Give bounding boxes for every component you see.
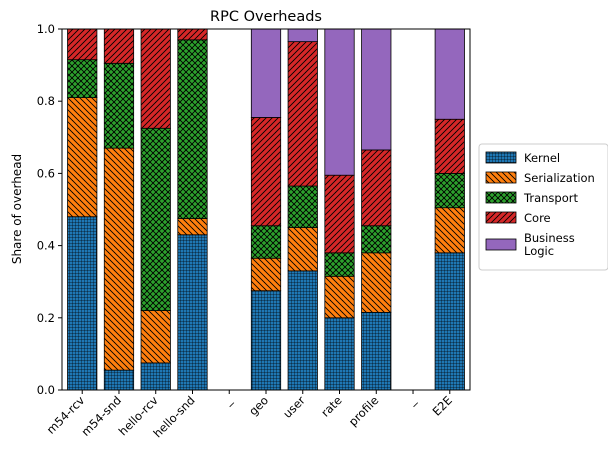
bar-segment bbox=[287, 185, 318, 228]
bar-segment bbox=[324, 28, 355, 176]
bar-segment bbox=[103, 147, 135, 371]
legend-swatch bbox=[485, 211, 517, 224]
legend-label: Serialization bbox=[524, 171, 595, 185]
bar-segment bbox=[324, 174, 355, 254]
x-tick-label: geo bbox=[246, 393, 271, 418]
x-tick-label: profile bbox=[346, 393, 382, 429]
bar-segment bbox=[361, 28, 392, 151]
bar-segment bbox=[177, 234, 208, 391]
x-tick-label: m54-snd bbox=[78, 393, 124, 439]
bar-segment bbox=[434, 207, 465, 254]
bar-segment bbox=[140, 127, 171, 311]
bar-segment bbox=[103, 28, 135, 64]
y-tick-label: 0.8 bbox=[37, 94, 55, 108]
bar-segment bbox=[103, 369, 135, 391]
legend-label: Business bbox=[524, 231, 575, 245]
y-tick-label: 0.0 bbox=[37, 383, 55, 397]
y-axis-label: Share of overhead bbox=[10, 154, 24, 264]
y-tick-label: 0.6 bbox=[37, 166, 55, 180]
bar-segment bbox=[361, 252, 392, 313]
legend-label: Transport bbox=[523, 191, 578, 205]
bar-segment bbox=[103, 62, 135, 149]
bar-segment bbox=[287, 227, 318, 272]
bar-segment bbox=[361, 225, 392, 254]
bars-layer bbox=[67, 28, 465, 391]
bar-segment bbox=[140, 28, 171, 129]
y-tick-label: 0.2 bbox=[37, 311, 55, 325]
legend-swatch bbox=[485, 151, 517, 164]
y-tick-label: 0.4 bbox=[37, 239, 55, 253]
bar-segment bbox=[287, 270, 318, 391]
x-tick-label: _ bbox=[403, 393, 418, 408]
bar-segment bbox=[67, 97, 98, 218]
legend-label: Core bbox=[524, 211, 551, 225]
x-tick-label: _ bbox=[220, 393, 235, 408]
bar-segment bbox=[434, 252, 465, 391]
bar-segment bbox=[287, 41, 318, 187]
bar-segment bbox=[140, 310, 171, 364]
chart-title: RPC Overheads bbox=[210, 9, 322, 25]
legend-label: Kernel bbox=[524, 151, 560, 165]
x-tick-label: user bbox=[280, 393, 308, 421]
bar-segment bbox=[434, 28, 465, 120]
legend-swatch bbox=[485, 238, 517, 251]
bar-segment bbox=[324, 252, 355, 277]
bar-segment bbox=[250, 290, 282, 391]
bar-segment bbox=[250, 225, 282, 259]
bar-segment bbox=[361, 149, 392, 227]
bar-segment bbox=[434, 172, 465, 209]
bar-segment bbox=[140, 362, 171, 391]
bar-segment bbox=[67, 28, 98, 61]
bar-segment bbox=[361, 311, 392, 391]
legend-label: Logic bbox=[524, 244, 554, 258]
bar-segment bbox=[67, 59, 98, 98]
bar-segment bbox=[67, 216, 98, 391]
y-tick-label: 1.0 bbox=[37, 22, 55, 36]
bar-segment bbox=[250, 28, 282, 118]
bar-segment bbox=[324, 317, 355, 391]
bar-segment bbox=[177, 39, 208, 219]
bar-segment bbox=[324, 275, 355, 319]
bar-segment bbox=[177, 28, 208, 41]
bar-segment bbox=[250, 257, 282, 292]
legend: Kernel Serialization Transport Core Business… bbox=[478, 143, 608, 271]
bar-segment bbox=[177, 218, 208, 236]
bar-segment bbox=[434, 118, 465, 174]
legend-swatch bbox=[485, 171, 517, 184]
legend-swatch bbox=[485, 191, 517, 204]
x-tick-label: rate bbox=[318, 393, 344, 419]
bar-segment bbox=[287, 28, 318, 43]
bar-segment bbox=[250, 117, 282, 227]
x-tick-label: E2E bbox=[430, 393, 455, 418]
